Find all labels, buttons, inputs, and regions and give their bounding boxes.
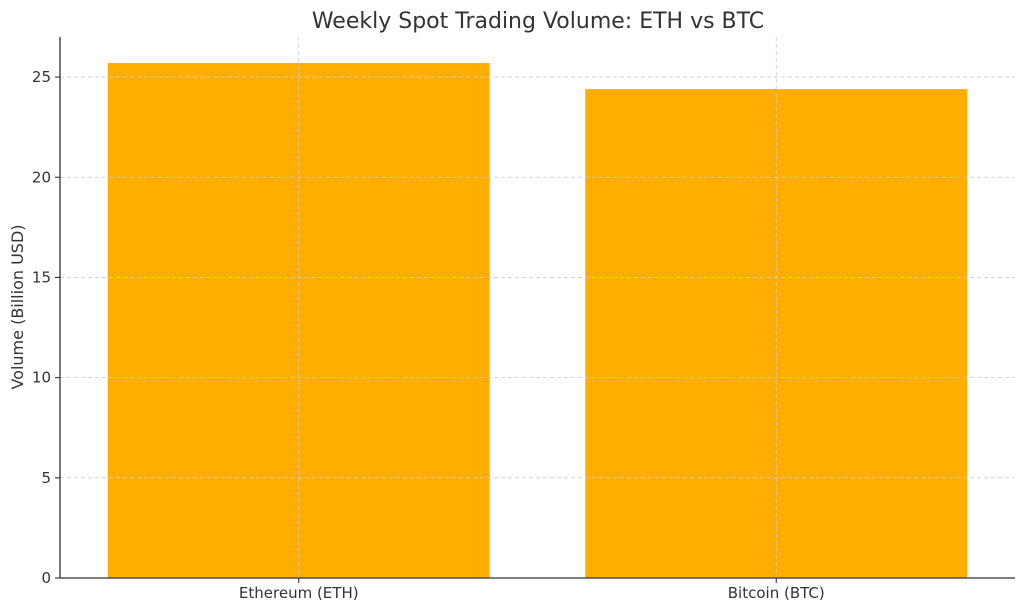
y-tick-label: 10 (32, 369, 51, 387)
y-tick-label: 5 (41, 469, 51, 487)
y-tick-label: 0 (41, 569, 51, 587)
x-tick-label: Ethereum (ETH) (239, 584, 359, 602)
y-tick-label: 25 (32, 68, 51, 86)
chart-title: Weekly Spot Trading Volume: ETH vs BTC (312, 9, 764, 34)
y-tick-label: 15 (32, 268, 51, 286)
grid-layer (60, 37, 1015, 578)
y-tick-label: 20 (32, 168, 51, 186)
bar-layer (107, 63, 968, 578)
axis-layer: 0 5 10 15 20 25 Ethereum (ETH) Bitcoin (BTC) (32, 37, 1015, 602)
x-tick-label: Bitcoin (BTC) (728, 584, 825, 602)
y-axis-label: Volume (Billion USD) (8, 224, 27, 389)
